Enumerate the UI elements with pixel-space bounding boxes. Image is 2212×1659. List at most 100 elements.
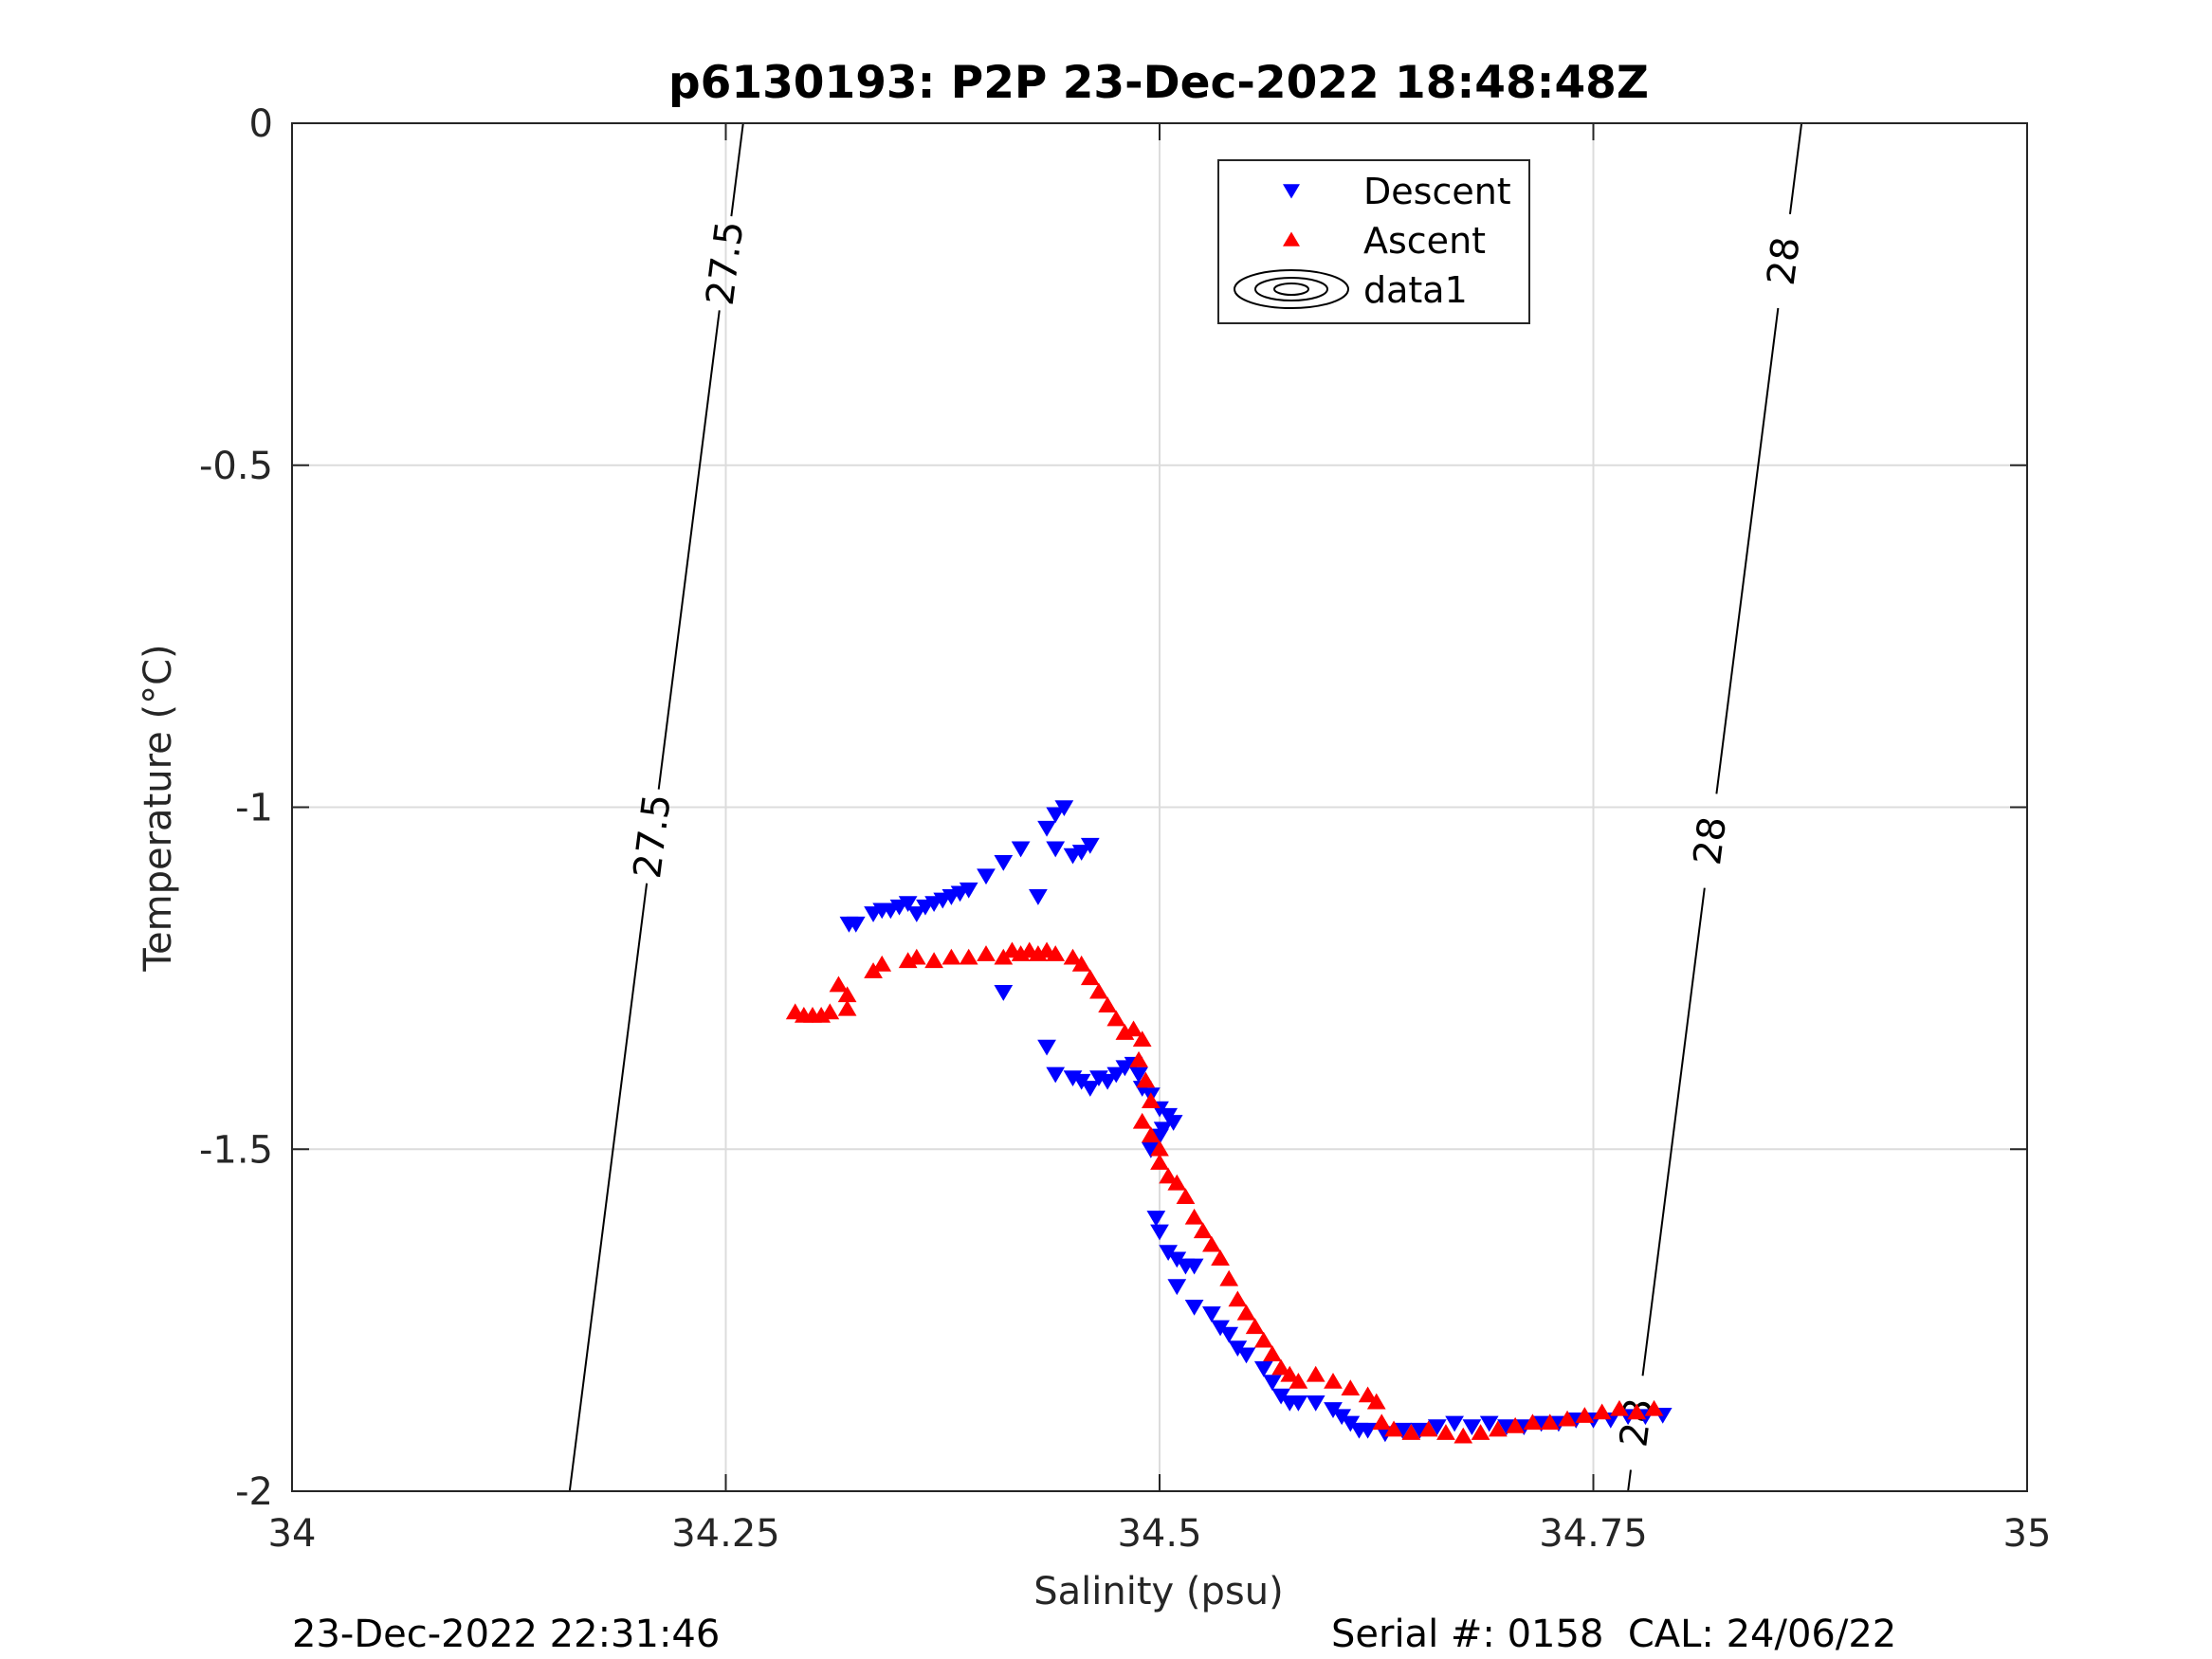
descent-point xyxy=(1358,1422,1378,1439)
ascent-point xyxy=(1488,1420,1508,1437)
ascent-point xyxy=(1046,945,1066,961)
ascent-point xyxy=(1202,1235,1221,1252)
descent-point xyxy=(1150,1224,1169,1241)
ascent-point xyxy=(1401,1424,1421,1440)
ascent-point xyxy=(1098,996,1117,1012)
descent-point xyxy=(1046,1066,1066,1084)
legend-item-descent[interactable]: Descent xyxy=(1283,171,1511,212)
ascent-point xyxy=(1558,1410,1577,1427)
descent-point xyxy=(1236,1347,1256,1364)
descent-point xyxy=(1427,1419,1447,1435)
ascent-point xyxy=(1071,955,1091,972)
contour-label: 28 xyxy=(1686,814,1735,867)
contour-line-27-5 xyxy=(568,883,649,1492)
ascent-point xyxy=(1506,1416,1526,1433)
contour-line-28 xyxy=(1627,1469,1632,1492)
x-tick-label: 34.75 xyxy=(1539,1512,1648,1556)
ascent-point xyxy=(1610,1399,1629,1416)
legend-item-data1[interactable]: data1 xyxy=(1234,269,1468,311)
ascent-point xyxy=(1592,1403,1612,1420)
ascent-point xyxy=(1141,1092,1161,1108)
ascent-point xyxy=(1644,1399,1664,1416)
ascent-point xyxy=(1184,1208,1204,1225)
descent-point xyxy=(1263,1375,1282,1392)
ascent-point xyxy=(1211,1249,1230,1266)
ascent-point xyxy=(1280,1365,1300,1382)
ascent-point xyxy=(1627,1403,1647,1420)
descent-point xyxy=(1098,1073,1117,1090)
descent-point xyxy=(1071,845,1091,861)
ascent-point xyxy=(1063,948,1083,965)
ascent-point xyxy=(1289,1373,1308,1389)
x-tick-label: 34 xyxy=(268,1512,317,1556)
x-axis-label: Salinity (psu) xyxy=(1033,1570,1283,1613)
legend[interactable]: Descent Ascent data1 xyxy=(1217,159,1530,324)
y-tick-label: -1 xyxy=(235,787,273,830)
ascent-point xyxy=(829,975,849,993)
data-points xyxy=(785,800,1673,1444)
ascent-point xyxy=(1193,1222,1213,1239)
descent-point xyxy=(1184,1299,1204,1316)
ascent-point xyxy=(872,955,892,972)
descent-point xyxy=(1037,1039,1056,1056)
descent-point xyxy=(1029,889,1048,905)
descent-point xyxy=(1462,1419,1482,1435)
contour-label: 28 xyxy=(1760,234,1809,287)
descent-point xyxy=(1080,837,1100,854)
footer-serial-cal: Serial #: 0158 CAL: 24/06/22 xyxy=(1331,1613,1897,1656)
axis-ticks: 34 34.25 34.5 34.75 35 0 -0.5 -1 -1.5 -2 xyxy=(199,102,2052,1556)
ascent-point xyxy=(1471,1424,1490,1440)
ascent-point xyxy=(1575,1407,1595,1423)
legend-label: Descent xyxy=(1363,171,1511,212)
descent-point xyxy=(1106,1066,1126,1084)
descent-point xyxy=(1046,841,1066,858)
ascent-point xyxy=(977,945,996,961)
descent-point xyxy=(1163,1115,1183,1131)
descent-point xyxy=(1184,1258,1204,1275)
descent-point xyxy=(1289,1395,1308,1412)
ascent-point xyxy=(1271,1358,1290,1376)
ascent-point xyxy=(1141,1126,1161,1143)
ascent-point xyxy=(1372,1413,1392,1431)
contour-line-28 xyxy=(1641,887,1706,1376)
ascent-point xyxy=(1124,1020,1143,1037)
ascent-point xyxy=(1358,1386,1378,1403)
legend-item-ascent[interactable]: Ascent xyxy=(1283,220,1486,262)
legend-label: Ascent xyxy=(1363,220,1486,262)
descent-point xyxy=(898,896,918,913)
ascent-point xyxy=(1523,1413,1543,1431)
ascent-point xyxy=(1228,1290,1248,1307)
legend-marker-contour xyxy=(1234,269,1349,309)
ascent-point xyxy=(1219,1269,1239,1286)
descent-point xyxy=(1253,1360,1273,1377)
ascent-point xyxy=(1132,1030,1152,1048)
x-tick-label: 35 xyxy=(2003,1512,2052,1556)
ascent-point xyxy=(1159,1167,1179,1184)
ascent-point xyxy=(1132,1112,1152,1129)
ascent-point xyxy=(1236,1304,1256,1321)
ascent-point xyxy=(959,948,978,965)
ascent-point xyxy=(1089,982,1108,999)
ascent-point xyxy=(1253,1331,1273,1348)
ascent-point xyxy=(1324,1373,1343,1389)
descent-point xyxy=(1445,1415,1464,1432)
legend-marker-contour xyxy=(1254,277,1328,301)
x-tick-label: 34.25 xyxy=(671,1512,780,1556)
descent-point xyxy=(959,882,978,899)
descent-point xyxy=(906,906,926,922)
ascent-point xyxy=(820,1003,840,1020)
descent-point xyxy=(994,985,1014,1001)
ascent-point xyxy=(924,952,943,969)
ascent-point xyxy=(1263,1345,1282,1361)
ascent-point xyxy=(1436,1424,1455,1440)
ascent-point xyxy=(1129,1050,1148,1067)
descent-point xyxy=(1167,1279,1187,1296)
chart-title: p6130193: P2P 23-Dec-2022 18:48:48Z xyxy=(668,57,1649,109)
descent-point xyxy=(846,916,866,933)
contour-line-28 xyxy=(1715,307,1780,794)
ascent-point xyxy=(941,948,961,965)
contour-line-27-5 xyxy=(657,310,721,790)
ascent-point xyxy=(1245,1318,1265,1335)
descent-point xyxy=(1054,800,1074,817)
